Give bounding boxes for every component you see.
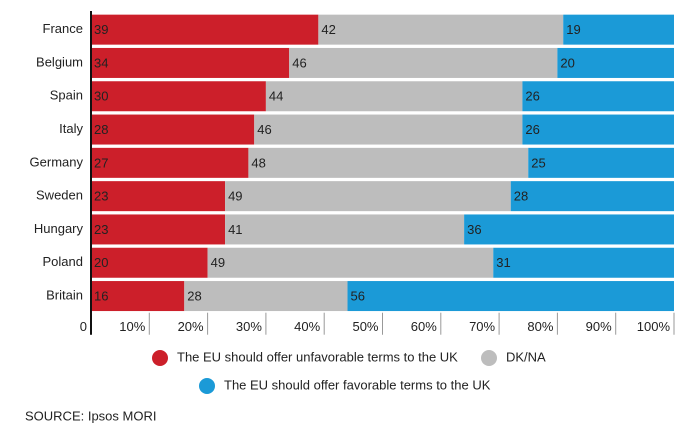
bar-segment	[265, 81, 523, 112]
x-tick-label: 50%	[352, 319, 378, 334]
data-label: 19	[566, 22, 580, 37]
bar-segment	[91, 214, 226, 245]
y-tick-label: Poland	[43, 254, 83, 269]
data-label: 28	[514, 189, 528, 204]
bar-segment	[522, 114, 674, 145]
data-label: 16	[94, 288, 108, 303]
y-tick-label: Hungary	[34, 221, 84, 236]
bar-segment	[318, 14, 564, 45]
data-label: 36	[467, 222, 481, 237]
bar-segment	[347, 281, 674, 312]
data-label: 46	[292, 55, 306, 70]
data-label: 42	[321, 22, 335, 37]
x-tick-label: 100%	[637, 319, 671, 334]
bar-segment	[528, 147, 674, 178]
x-tick-label: 20%	[178, 319, 204, 334]
bar-segment	[464, 214, 674, 245]
bar-segment	[225, 214, 465, 245]
data-label: 41	[228, 222, 242, 237]
bar-segment	[91, 147, 249, 178]
bar-segment	[91, 281, 185, 312]
bar-segment	[557, 47, 674, 78]
bar-segment	[207, 247, 494, 278]
data-label: 30	[94, 89, 108, 104]
data-label: 56	[351, 288, 365, 303]
bar-segment	[522, 81, 674, 112]
data-label: 25	[531, 155, 545, 170]
y-tick-label: Sweden	[36, 188, 83, 203]
data-label: 48	[251, 155, 265, 170]
bar-segment	[91, 181, 226, 212]
bar-segment	[91, 247, 208, 278]
legend-label: DK/NA	[506, 349, 546, 364]
bar-segment	[91, 14, 319, 45]
data-label: 46	[257, 122, 271, 137]
y-tick-label: Italy	[59, 121, 83, 136]
data-label: 28	[94, 122, 108, 137]
data-label: 27	[94, 155, 108, 170]
data-label: 28	[187, 288, 201, 303]
legend-swatch	[152, 350, 168, 366]
data-label: 23	[94, 222, 108, 237]
y-tick-label: Spain	[50, 88, 83, 103]
legend-swatch	[481, 350, 497, 366]
bar-segment	[225, 181, 511, 212]
bar-segment	[184, 281, 348, 312]
bar-segment	[563, 14, 674, 45]
data-label: 20	[94, 255, 108, 270]
bar-segment	[91, 81, 266, 112]
x-tick-label: 0	[80, 319, 87, 334]
data-label: 26	[525, 122, 539, 137]
bar-segment	[493, 247, 674, 278]
data-label: 44	[269, 89, 283, 104]
legend-swatch	[199, 378, 215, 394]
x-tick-label: 80%	[527, 319, 553, 334]
y-tick-label: Belgium	[36, 54, 83, 69]
y-tick-label: Germany	[30, 154, 84, 169]
x-tick-label: 10%	[119, 319, 145, 334]
data-label: 49	[228, 189, 242, 204]
bar-segment	[91, 47, 290, 78]
legend-label: The EU should offer unfavorable terms to…	[177, 349, 458, 364]
data-label: 23	[94, 189, 108, 204]
bar-segment	[254, 114, 523, 145]
data-label: 39	[94, 22, 108, 37]
x-tick-label: 70%	[469, 319, 495, 334]
x-tick-label: 60%	[411, 319, 437, 334]
data-label: 34	[94, 55, 108, 70]
x-tick-label: 40%	[294, 319, 320, 334]
bar-segment	[248, 147, 529, 178]
data-label: 20	[560, 55, 574, 70]
data-label: 31	[496, 255, 510, 270]
x-tick-label: 30%	[236, 319, 262, 334]
y-tick-label: Britain	[46, 287, 83, 302]
source: SOURCE: Ipsos MORI	[25, 408, 156, 423]
bar-segment	[91, 114, 255, 145]
data-label: 26	[525, 89, 539, 104]
legend-label: The EU should offer favorable terms to t…	[224, 377, 491, 392]
bar-segment	[510, 181, 674, 212]
data-label: 49	[211, 255, 225, 270]
bar-segment	[289, 47, 558, 78]
x-tick-label: 90%	[586, 319, 612, 334]
y-tick-label: France	[43, 21, 83, 36]
